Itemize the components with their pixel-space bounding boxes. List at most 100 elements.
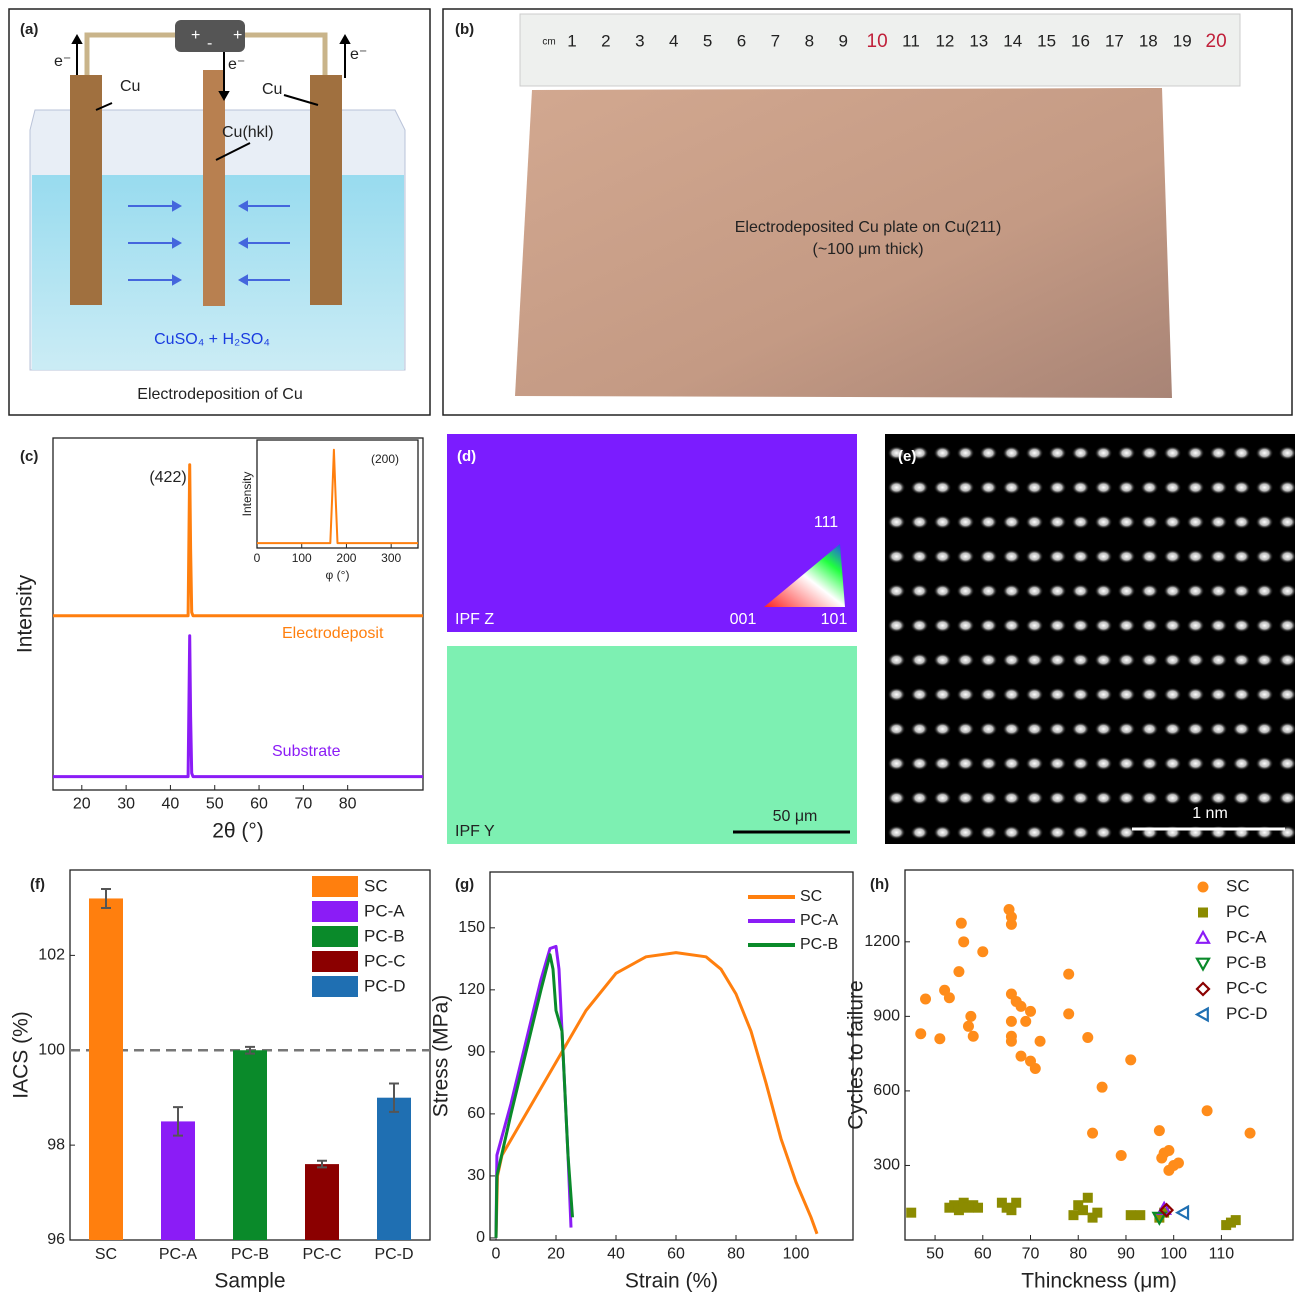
legend-marker	[1195, 929, 1211, 944]
panel-label: (c)	[20, 448, 38, 465]
scale-label: 1 nm	[1192, 805, 1228, 822]
x-tick-label: 80	[339, 796, 357, 813]
legend-label: PC-C	[364, 951, 406, 970]
ruler-label: cm	[542, 37, 555, 48]
legend-label: PC-A	[1226, 927, 1267, 946]
legend-label: PC-B	[364, 926, 405, 945]
x-tick-label: 30	[117, 796, 135, 813]
x-tick-label: 0	[492, 1246, 501, 1263]
point	[955, 917, 967, 929]
legend-label: PC-D	[364, 976, 406, 995]
ion-arrows	[128, 200, 290, 286]
electron-label: e⁻	[228, 56, 245, 73]
x-tick-label: 60	[250, 796, 268, 813]
ipf-triangle	[764, 544, 845, 607]
battery-sign: +	[191, 27, 200, 44]
point	[1125, 1210, 1136, 1221]
electrode-label: Cu	[262, 81, 282, 98]
point	[1005, 918, 1017, 930]
point	[1158, 1202, 1175, 1218]
y-axis-label: Intensity	[240, 472, 254, 517]
x-axis-label: Strain (%)	[625, 1270, 718, 1293]
point	[943, 992, 955, 1004]
x-tick-label: 80	[727, 1246, 745, 1263]
point	[977, 946, 989, 958]
point	[1034, 1035, 1046, 1047]
chart: (f) 96 98 100 102 Sample IACS (%) SC SC PC-A PC-A P…	[10, 869, 431, 1293]
x-tick-label: 100	[1160, 1246, 1187, 1263]
annotation: (422)	[149, 469, 186, 486]
bar	[377, 1097, 411, 1240]
electrode-label: Cu	[120, 78, 140, 95]
ruler-label: 7	[771, 31, 780, 50]
legend-label: PC-A	[800, 912, 839, 929]
ruler-label: 2	[601, 31, 610, 50]
y-tick-label: 30	[467, 1167, 485, 1184]
panel-label: (h)	[870, 876, 889, 893]
error-bar	[101, 887, 111, 909]
ipf-map	[447, 646, 857, 844]
y-tick-label: 96	[47, 1231, 65, 1248]
point	[1172, 1157, 1184, 1169]
legend-marker	[1197, 881, 1209, 893]
electrode	[310, 75, 342, 305]
battery-sign: -	[207, 35, 212, 52]
triangle-label: 101	[821, 611, 848, 628]
x-tick-label: 50	[206, 796, 224, 813]
x-tick-label: 60	[974, 1246, 992, 1263]
point	[1063, 968, 1075, 980]
chart: (g) 0 20 40 60 80 100 0 30 60 90 120 150 Strain (%) St…	[430, 871, 854, 1293]
y-axis-label: Stress (MPa)	[430, 995, 453, 1118]
line-series	[494, 951, 819, 1238]
x-axis-label: Thinckness (μm)	[1021, 1270, 1177, 1293]
electron-arrows	[71, 33, 351, 161]
x-tick-label: 40	[607, 1246, 625, 1263]
legend-label: PC	[1226, 902, 1250, 921]
y-tick-label: 1200	[864, 933, 900, 950]
y-tick-label: 900	[873, 1008, 900, 1025]
point	[1063, 1008, 1075, 1020]
ruler-label: 18	[1139, 31, 1158, 50]
x-tick-label: SC	[95, 1246, 117, 1263]
legend-label: PC-A	[364, 901, 405, 920]
x-tick-label: 20	[73, 796, 91, 813]
panel-a: (a) + - + e⁻ e⁻ e⁻ Cu Cu Cu(hkl) CuSO₄ +…	[8, 8, 431, 416]
y-tick-label: 120	[458, 981, 485, 998]
panel-label: (f)	[30, 876, 45, 893]
ruler-label: 1	[567, 31, 576, 50]
point	[906, 1207, 917, 1218]
ruler-label: 11	[902, 31, 920, 50]
x-axis-label: 2θ (°)	[212, 820, 264, 843]
ruler-label: 12	[935, 31, 954, 50]
ruler-label: 14	[1003, 31, 1022, 50]
bar	[233, 1050, 267, 1240]
plot-frame	[489, 871, 854, 1241]
panel-label: (b)	[455, 21, 474, 38]
panel-b: cm 1 2 3 4 5 6 7 8 9 10 11 12 13 14 15 16 17 18 19 20 (b) El…	[442, 8, 1293, 416]
electrode-label: Cu(hkl)	[222, 124, 274, 141]
x-tick-label: 0	[254, 551, 261, 565]
ruler-label: 20	[1206, 31, 1227, 52]
x-tick-label: 80	[1069, 1246, 1087, 1263]
x-tick-label: 90	[1117, 1246, 1135, 1263]
point	[1020, 1015, 1032, 1027]
x-tick-label: PC-D	[374, 1246, 413, 1263]
ruler-label: 5	[703, 31, 712, 50]
panel-e: (e) 1 nm	[885, 434, 1295, 844]
ruler-label: 13	[969, 31, 988, 50]
point	[1244, 1127, 1256, 1139]
legend-marker	[1198, 907, 1208, 918]
ruler-label: 9	[838, 31, 847, 50]
y-tick-label: 60	[467, 1105, 485, 1122]
bar	[89, 898, 123, 1240]
legend-marker	[1195, 981, 1211, 997]
point	[1125, 1054, 1137, 1066]
y-tick-label: 150	[458, 919, 485, 936]
error-bar	[173, 1106, 183, 1137]
point	[1230, 1215, 1241, 1226]
point	[958, 936, 970, 948]
x-tick-label: PC-B	[231, 1246, 269, 1263]
y-tick-label: 102	[38, 947, 65, 964]
battery	[175, 20, 245, 52]
point	[1015, 1000, 1027, 1012]
